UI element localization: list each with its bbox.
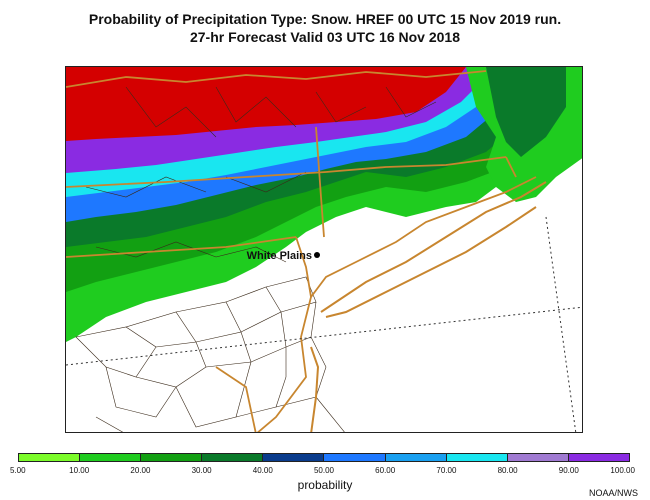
colorbar-segment (80, 454, 142, 461)
colorbar-segment (19, 454, 81, 461)
coastline (310, 181, 547, 432)
colorbar-segment (446, 454, 508, 461)
white-plains-marker (314, 252, 320, 258)
map-title: Probability of Precipitation Type: Snow.… (88, 11, 562, 27)
colorbar-segment (568, 454, 629, 461)
colorbar-segment (202, 454, 264, 461)
colorbar-tick-label: 90.00 (558, 466, 579, 475)
colorbar-label: probability (297, 478, 353, 492)
colorbar-tick-label: 20.00 (130, 466, 151, 475)
colorbar-ticks: 5.00 10.00 20.00 30.00 40.00 50.00 60.00 70.00 8… (10, 466, 635, 478)
colorbar-tick-label: 100.00 (610, 466, 635, 475)
county-borders (75, 86, 437, 432)
credit-text: NOAA/NWS (588, 488, 638, 498)
colorbar-tick-label: 10.00 (69, 466, 90, 475)
forecast-map: White Plains (65, 66, 583, 433)
colorbar-tick-label: 30.00 (191, 466, 212, 475)
colorbar-tick-label: 70.00 (436, 466, 457, 475)
colorbar-tick-label: 40.00 (252, 466, 273, 475)
white-plains-label: White Plains (247, 250, 312, 262)
prob-band-east-dark (486, 67, 566, 157)
snow-probability-shading (66, 67, 582, 342)
colorbar-segment (324, 454, 386, 461)
map-subtitle: 27-hr Forecast Valid 03 UTC 16 Nov 2018 (189, 29, 460, 45)
colorbar-segment (141, 454, 203, 461)
prob-band-90 (66, 67, 466, 141)
probability-colorbar (18, 453, 630, 462)
colorbar-tick-label: 60.00 (375, 466, 396, 475)
colorbar-segment (385, 454, 447, 461)
state-borders (66, 70, 537, 432)
colorbar-tick-label: 5.00 (10, 466, 26, 475)
colorbar-tick-label: 50.00 (313, 466, 335, 475)
colorbar-segment (507, 454, 569, 461)
colorbar-tick-label: 80.00 (497, 466, 518, 475)
colorbar-segment (263, 454, 325, 461)
grid-lines (66, 216, 582, 432)
